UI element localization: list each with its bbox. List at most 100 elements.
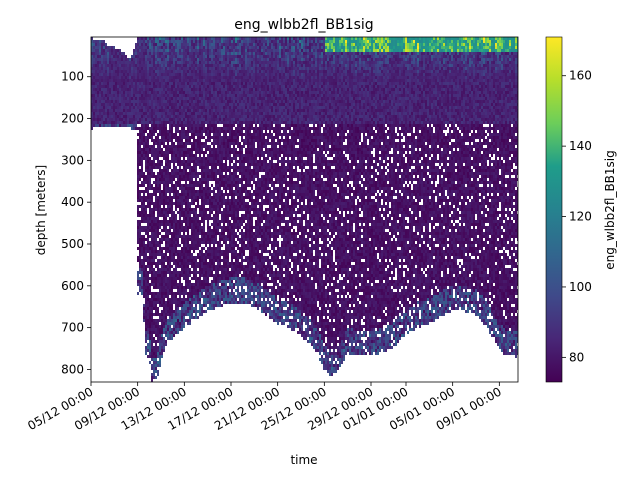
heatmap-cell [229, 283, 231, 286]
heatmap-cell [211, 115, 213, 118]
heatmap-cell [143, 271, 145, 274]
heatmap-cell [201, 175, 203, 178]
heatmap-cell [189, 64, 191, 67]
heatmap-cell [179, 178, 181, 181]
heatmap-cell [229, 91, 231, 94]
heatmap-cell [137, 166, 139, 169]
heatmap-cell [171, 136, 173, 139]
heatmap-cell [229, 160, 231, 163]
heatmap-cell [223, 265, 225, 268]
heatmap-cell [199, 220, 201, 223]
heatmap-cell [107, 61, 109, 64]
heatmap-cell [231, 268, 233, 271]
heatmap-cell [103, 73, 105, 76]
heatmap-cell [181, 199, 183, 202]
heatmap-cell [163, 274, 165, 277]
heatmap-cell [215, 139, 217, 142]
heatmap-cell [171, 313, 173, 316]
heatmap-cell [167, 97, 169, 100]
heatmap-cell [227, 292, 229, 295]
heatmap-cell [173, 73, 175, 76]
heatmap-cell [145, 205, 147, 208]
heatmap-cell [165, 46, 167, 49]
heatmap-cell [199, 232, 201, 235]
heatmap-cell [193, 37, 195, 40]
heatmap-cell [147, 289, 149, 292]
heatmap-cell [191, 136, 193, 139]
heatmap-cell [139, 253, 141, 256]
heatmap-cell [233, 235, 235, 238]
heatmap-cell [143, 106, 145, 109]
heatmap-cell [189, 313, 191, 316]
heatmap-cell [137, 55, 139, 58]
heatmap-cell [149, 145, 151, 148]
heatmap-cell [169, 163, 171, 166]
heatmap-cell [139, 64, 141, 67]
heatmap-cell [203, 238, 205, 241]
heatmap-cell [161, 229, 163, 232]
heatmap-cell [159, 121, 161, 124]
heatmap-cell [165, 52, 167, 55]
heatmap-cell [145, 220, 147, 223]
heatmap-cell [183, 184, 185, 187]
heatmap-cell [165, 139, 167, 142]
heatmap-cell [145, 208, 147, 211]
heatmap-cell [223, 292, 225, 295]
heatmap-cell [165, 184, 167, 187]
heatmap-cell [155, 205, 157, 208]
heatmap-cell [209, 271, 211, 274]
heatmap-cell [169, 115, 171, 118]
heatmap-cell [141, 280, 143, 283]
heatmap-cell [127, 100, 129, 103]
heatmap-cell [139, 52, 141, 55]
heatmap-cell [225, 97, 227, 100]
heatmap-cell [147, 79, 149, 82]
heatmap-cell [171, 97, 173, 100]
heatmap-cell [93, 100, 95, 103]
heatmap-cell [223, 226, 225, 229]
heatmap-cell [213, 235, 215, 238]
heatmap-cell [143, 235, 145, 238]
heatmap-cell [139, 184, 141, 187]
heatmap-cell [169, 325, 171, 328]
heatmap-cell [123, 112, 125, 115]
heatmap-cell [233, 67, 235, 70]
heatmap-cell [227, 124, 229, 127]
heatmap-cell [141, 55, 143, 58]
heatmap-cell [121, 76, 123, 79]
heatmap-cell [163, 82, 165, 85]
heatmap-cell [145, 277, 147, 280]
heatmap-cell [225, 274, 227, 277]
heatmap-cell [179, 226, 181, 229]
heatmap-cell [181, 268, 183, 271]
heatmap-cell [177, 319, 179, 322]
heatmap-cell [153, 172, 155, 175]
heatmap-cell [123, 52, 125, 55]
heatmap-cell [185, 298, 187, 301]
heatmap-cell [147, 238, 149, 241]
heatmap-cell [201, 304, 203, 307]
heatmap-cell [195, 157, 197, 160]
heatmap-cell [147, 313, 149, 316]
heatmap-cell [221, 73, 223, 76]
heatmap-cell [97, 79, 99, 82]
heatmap-cell [157, 97, 159, 100]
heatmap-cell [125, 103, 127, 106]
heatmap-cell [169, 274, 171, 277]
heatmap-cell [97, 76, 99, 79]
heatmap-cell [213, 226, 215, 229]
heatmap-cell [175, 208, 177, 211]
heatmap-cell [207, 277, 209, 280]
heatmap-cell [215, 115, 217, 118]
heatmap-cell [135, 73, 137, 76]
heatmap-cell [195, 124, 197, 127]
heatmap-cell [141, 244, 143, 247]
heatmap-cell [195, 226, 197, 229]
heatmap-cell [109, 118, 111, 121]
heatmap-cell [189, 268, 191, 271]
heatmap-cell [217, 127, 219, 130]
heatmap-cell [159, 115, 161, 118]
heatmap-cell [229, 43, 231, 46]
heatmap-cell [209, 127, 211, 130]
heatmap-cell [195, 229, 197, 232]
